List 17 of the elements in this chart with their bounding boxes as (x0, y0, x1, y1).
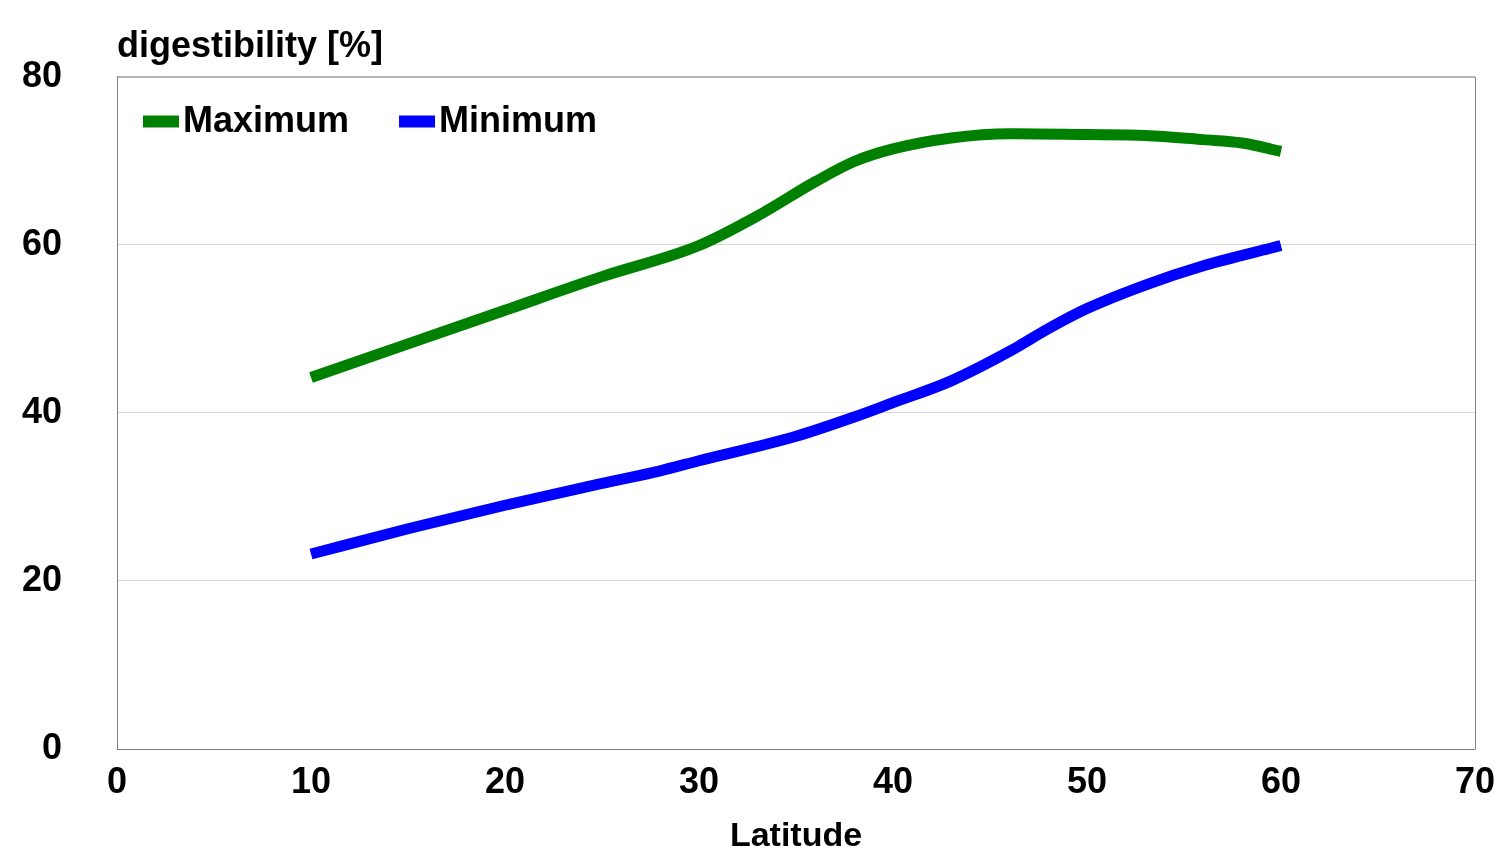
legend-label: Minimum (439, 98, 598, 140)
x-tick-label: 20 (484, 759, 526, 801)
x-tick-label: 30 (678, 759, 720, 801)
x-axis-title: Latitude (729, 814, 863, 853)
y-axis-title: digestibility [%] (117, 23, 384, 65)
x-tick-label: 10 (290, 759, 332, 801)
x-tick-label: 60 (1260, 759, 1302, 801)
x-tick-label: 50 (1066, 759, 1108, 801)
legend-label: Maximum (183, 98, 350, 140)
y-tick-label: 80 (21, 53, 62, 95)
x-tick-label: 0 (106, 759, 128, 801)
y-tick-label: 20 (21, 557, 62, 599)
y-tick-label: 40 (21, 389, 62, 431)
y-tick-label: 0 (41, 725, 62, 767)
y-tick-label: 60 (21, 221, 62, 263)
x-tick-label: 40 (872, 759, 914, 801)
x-tick-label: 70 (1454, 759, 1495, 801)
